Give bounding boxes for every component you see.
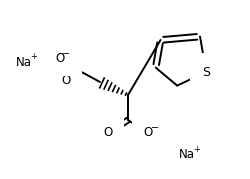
Text: +: + bbox=[30, 52, 37, 61]
Text: O: O bbox=[143, 127, 152, 139]
Text: O: O bbox=[55, 52, 64, 64]
Text: +: + bbox=[193, 144, 200, 154]
Text: Na: Na bbox=[178, 149, 194, 161]
Text: S: S bbox=[202, 66, 209, 79]
Text: O: O bbox=[103, 127, 112, 139]
Text: −: − bbox=[150, 123, 158, 133]
Text: Na: Na bbox=[16, 55, 32, 69]
Text: O: O bbox=[61, 74, 70, 86]
Text: −: − bbox=[62, 49, 70, 59]
